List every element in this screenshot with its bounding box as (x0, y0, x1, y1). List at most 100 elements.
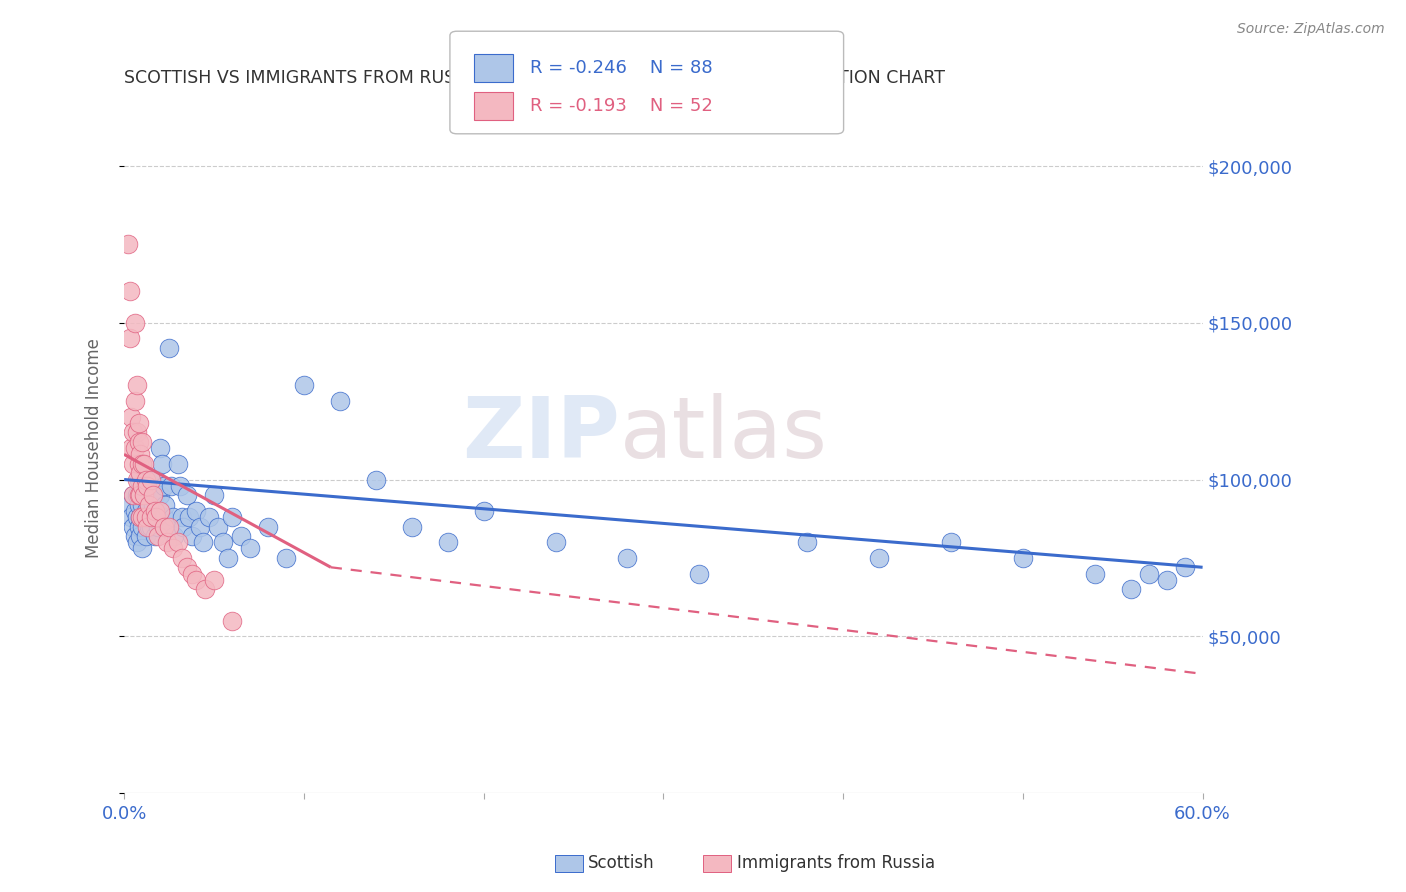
Point (118, 285, 141, 299)
Point (124, 441, 146, 455)
Point (176, 488, 198, 502)
Point (129, 447, 152, 461)
Point (128, 498, 150, 512)
Point (132, 488, 155, 502)
Point (172, 519, 194, 533)
Point (170, 550, 193, 565)
Point (135, 529, 157, 543)
Point (125, 378, 148, 392)
Point (143, 504, 166, 518)
Point (124, 529, 146, 543)
Point (117, 237, 139, 252)
Point (329, 394, 352, 409)
Point (1156, 573, 1178, 587)
Point (124, 316, 146, 330)
Text: Scottish: Scottish (588, 855, 654, 872)
Point (128, 519, 150, 533)
Point (169, 479, 191, 493)
Point (139, 519, 162, 533)
Point (125, 535, 148, 549)
Point (868, 550, 890, 565)
Point (128, 416, 150, 430)
Point (129, 529, 152, 543)
Point (221, 614, 243, 628)
Point (131, 498, 153, 512)
Point (122, 519, 145, 533)
Point (148, 529, 170, 543)
Text: Source: ZipAtlas.com: Source: ZipAtlas.com (1237, 22, 1385, 37)
Point (364, 473, 387, 487)
Point (688, 566, 710, 581)
Point (257, 519, 280, 533)
Point (167, 457, 190, 471)
Point (150, 457, 173, 471)
Point (221, 510, 243, 524)
Point (167, 535, 190, 549)
Point (157, 341, 180, 355)
Point (139, 473, 162, 487)
Point (1084, 566, 1107, 581)
Point (128, 488, 150, 502)
Point (207, 519, 229, 533)
Point (131, 434, 153, 449)
Text: atlas: atlas (620, 392, 828, 475)
Text: Immigrants from Russia: Immigrants from Russia (737, 855, 935, 872)
Point (138, 498, 160, 512)
Point (152, 479, 174, 493)
Point (139, 488, 162, 502)
Point (139, 473, 162, 487)
Point (131, 541, 153, 556)
Point (163, 529, 186, 543)
Point (129, 488, 152, 502)
Point (122, 425, 145, 440)
Point (152, 510, 174, 524)
Point (217, 550, 239, 565)
Point (122, 488, 145, 502)
Point (156, 535, 179, 549)
Point (162, 510, 184, 524)
Point (120, 510, 142, 524)
Point (145, 510, 167, 524)
Point (157, 519, 180, 533)
Text: R = -0.193    N = 52: R = -0.193 N = 52 (530, 97, 713, 115)
Point (149, 441, 172, 455)
Point (1011, 550, 1033, 565)
Point (145, 473, 167, 487)
Point (118, 498, 141, 512)
Point (131, 510, 153, 524)
Point (124, 394, 146, 409)
Point (125, 510, 148, 524)
Point (148, 519, 170, 533)
Point (128, 434, 150, 449)
Point (142, 510, 165, 524)
Point (160, 479, 183, 493)
Point (156, 519, 179, 533)
Point (131, 479, 153, 493)
Point (129, 510, 152, 524)
Point (136, 510, 159, 524)
Point (188, 519, 211, 533)
Point (143, 529, 166, 543)
Point (1119, 582, 1142, 597)
Point (184, 573, 207, 587)
Point (181, 529, 204, 543)
Point (939, 535, 962, 549)
Point (128, 473, 150, 487)
Point (129, 467, 152, 481)
Point (1174, 560, 1197, 574)
Point (120, 409, 142, 424)
Point (118, 331, 141, 345)
Point (136, 479, 159, 493)
Point (128, 457, 150, 471)
Point (136, 519, 159, 533)
Point (796, 535, 818, 549)
Text: ZIP: ZIP (463, 392, 620, 475)
Point (131, 457, 153, 471)
Point (274, 550, 297, 565)
Point (125, 488, 148, 502)
Point (616, 550, 638, 565)
Point (176, 560, 198, 574)
Point (197, 510, 219, 524)
Point (131, 479, 153, 493)
Point (125, 473, 148, 487)
